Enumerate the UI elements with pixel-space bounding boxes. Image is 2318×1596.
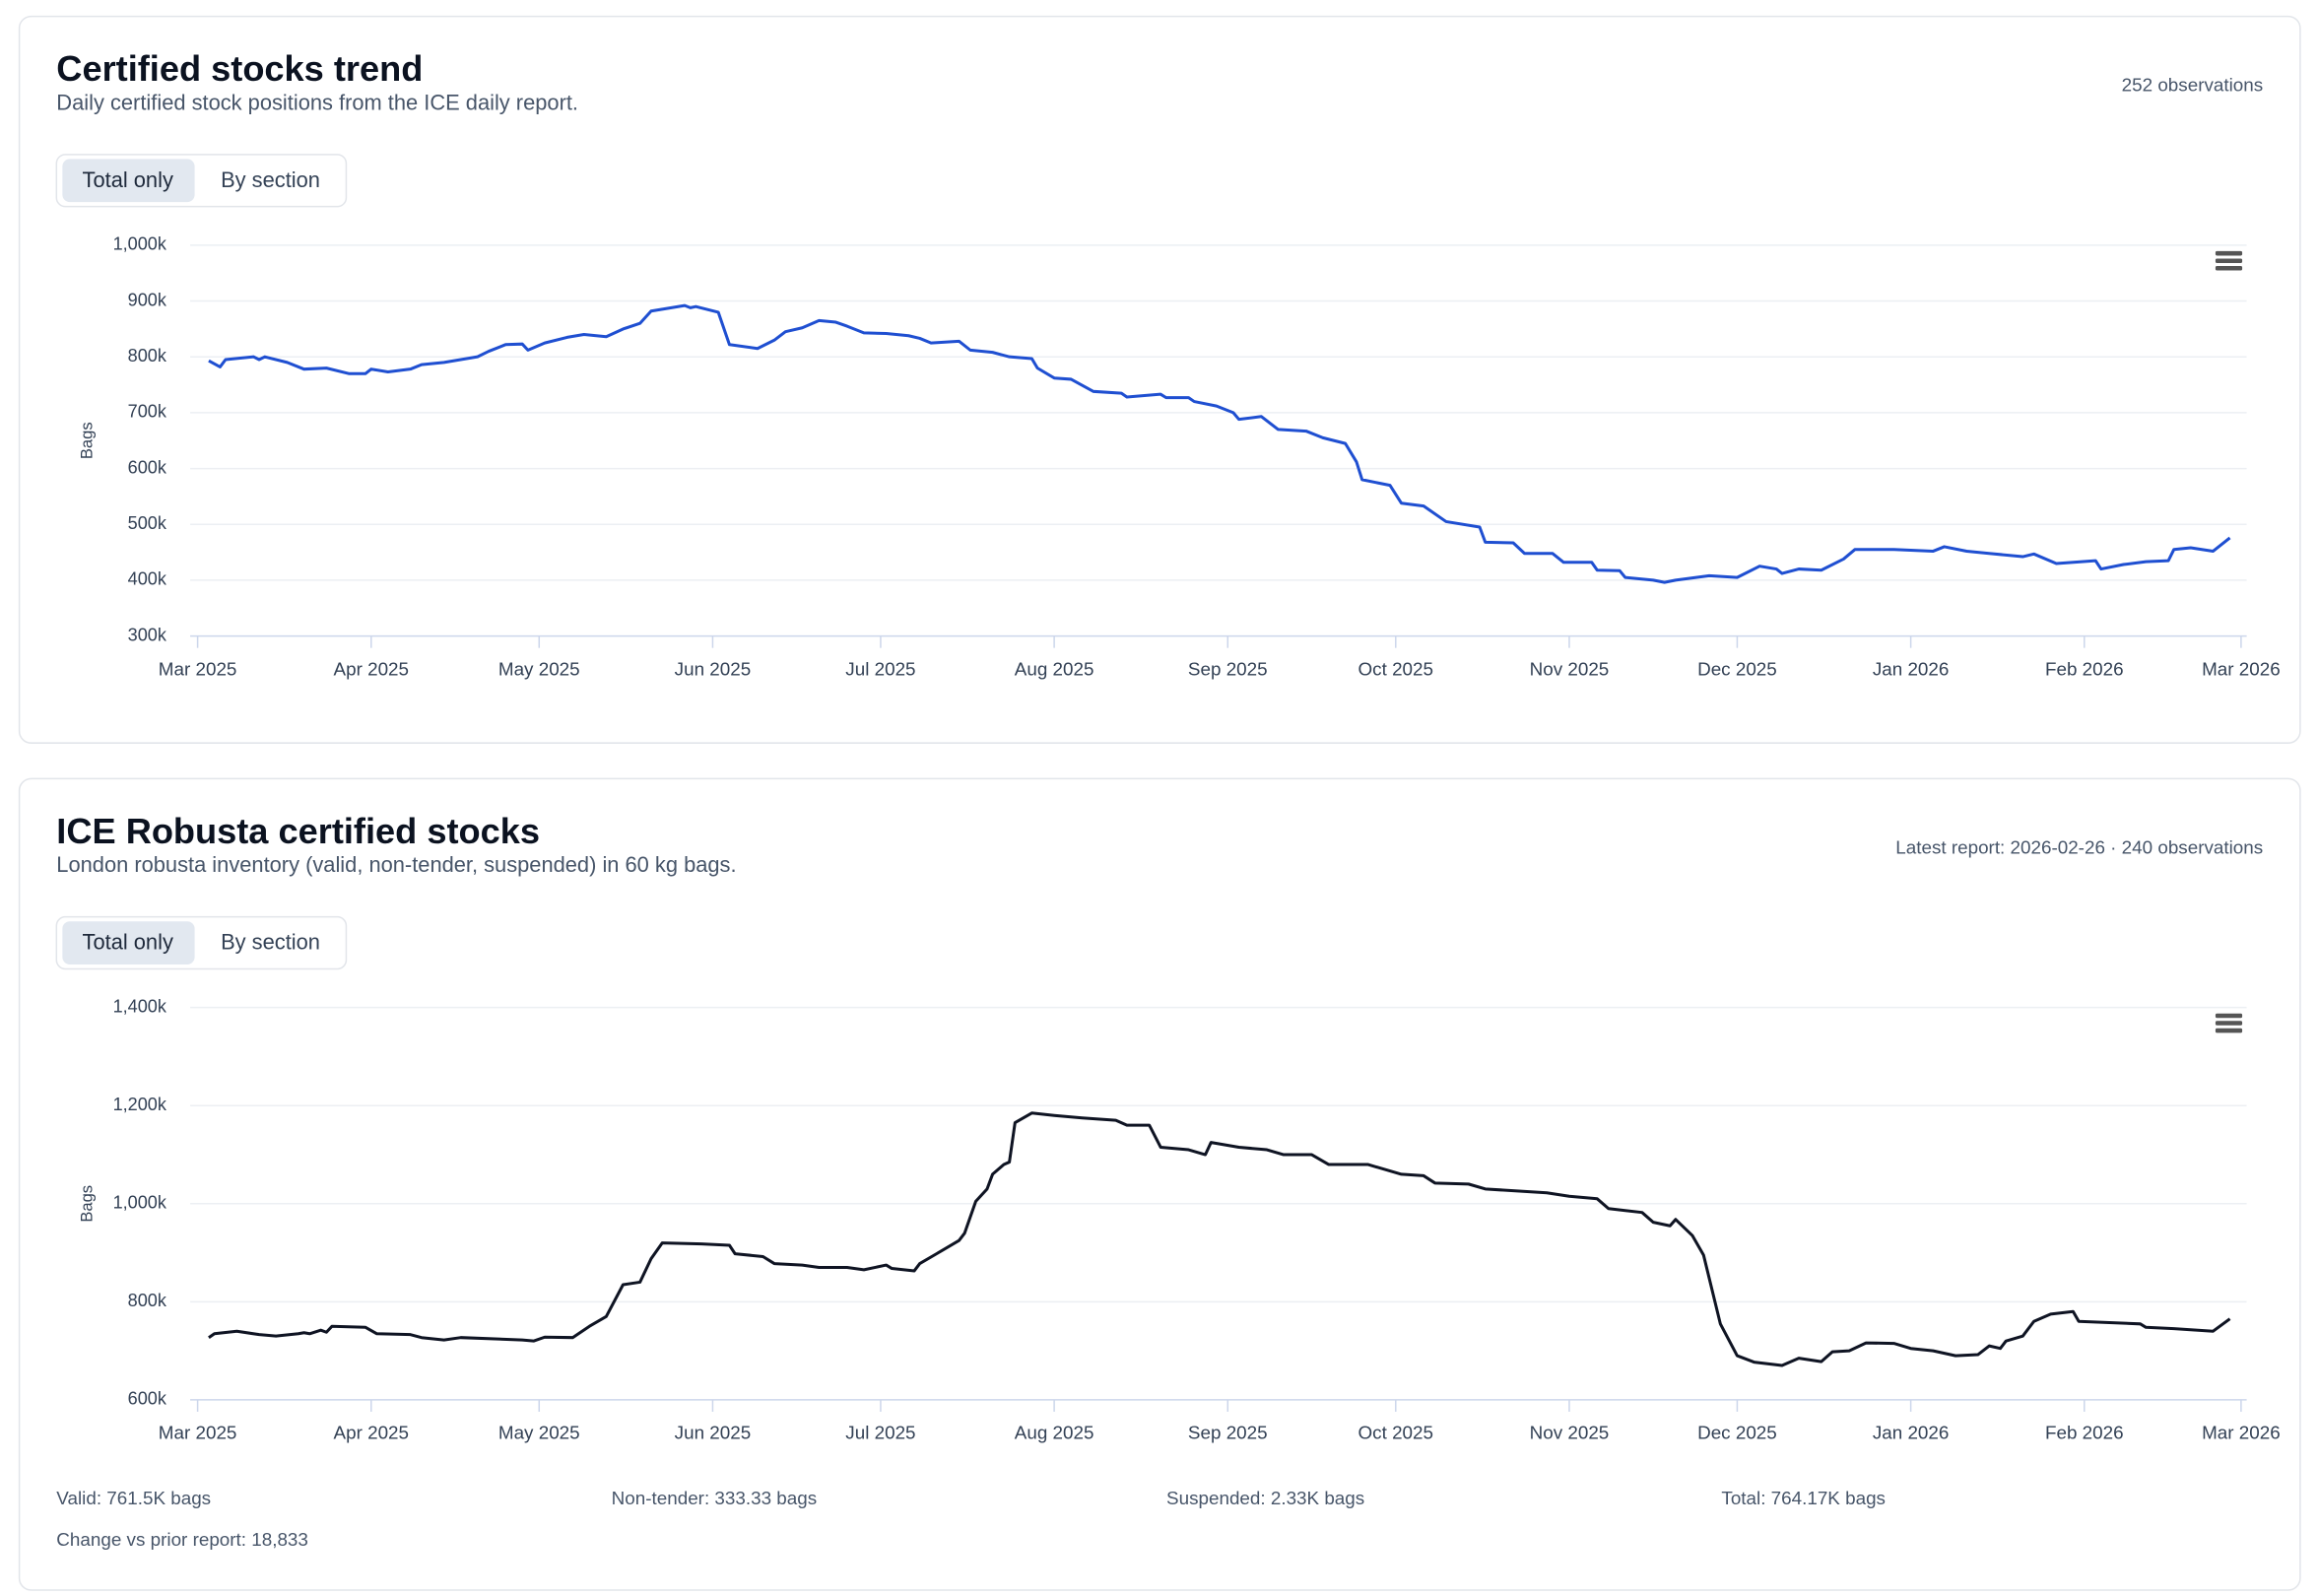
- toggle-button[interactable]: By section: [221, 167, 320, 192]
- menu-icon-bar[interactable]: [2215, 250, 2243, 256]
- x-tick-label: Mar 2026: [2202, 1423, 2281, 1443]
- toggle-button[interactable]: By section: [221, 930, 320, 955]
- card-title: ICE Robusta certified stocks: [56, 811, 540, 851]
- stat: Change vs prior report: 18,833: [56, 1529, 308, 1550]
- x-tick-label: Jun 2025: [675, 658, 752, 679]
- x-tick-label: Dec 2025: [1697, 658, 1777, 679]
- y-axis-label: Bags: [77, 422, 96, 459]
- y-tick-label: 600k: [128, 457, 167, 477]
- menu-icon-bar[interactable]: [2215, 266, 2243, 271]
- x-tick-label: Nov 2025: [1530, 1423, 1610, 1443]
- x-tick-label: May 2025: [498, 1423, 580, 1443]
- y-tick-label: 500k: [128, 513, 167, 533]
- x-tick-label: Sep 2025: [1188, 658, 1268, 679]
- y-tick-label: 300k: [128, 625, 167, 644]
- series-line: [208, 303, 2231, 584]
- x-tick-label: Mar 2025: [159, 658, 237, 679]
- menu-icon-bar[interactable]: [2215, 1013, 2243, 1019]
- x-tick-label: Jan 2026: [1873, 658, 1950, 679]
- toggle-active: [62, 921, 195, 964]
- card-title: Certified stocks trend: [56, 48, 423, 89]
- y-tick-label: 700k: [128, 402, 167, 422]
- card-subtitle: London robusta inventory (valid, non-ten…: [56, 852, 736, 877]
- x-tick-label: Nov 2025: [1530, 658, 1610, 679]
- y-tick-label: 800k: [128, 1291, 167, 1310]
- x-tick-label: Dec 2025: [1697, 1423, 1777, 1443]
- x-tick-label: Jun 2025: [675, 1423, 752, 1443]
- x-tick-label: Oct 2025: [1358, 658, 1433, 679]
- y-tick-label: 900k: [128, 290, 167, 309]
- x-tick-label: Mar 2025: [159, 1423, 237, 1443]
- x-tick-label: Jan 2026: [1873, 1423, 1950, 1443]
- x-tick-label: Mar 2026: [2202, 658, 2281, 679]
- card-meta: Latest report: 2026-02-26 · 240 observat…: [1895, 836, 2263, 857]
- card: [18, 15, 2301, 744]
- card-subtitle: Daily certified stock positions from the…: [56, 90, 578, 114]
- y-tick-label: 1,400k: [113, 996, 167, 1016]
- toggle-button[interactable]: Total only: [83, 167, 173, 192]
- toggle-active: [62, 159, 195, 203]
- x-tick-label: Feb 2026: [2045, 658, 2124, 679]
- stat: Non-tender: 333.33 bags: [612, 1488, 817, 1508]
- menu-icon-bar[interactable]: [2215, 1028, 2243, 1033]
- x-tick-label: Apr 2025: [334, 1423, 409, 1443]
- x-tick-label: Sep 2025: [1188, 1423, 1268, 1443]
- x-tick-label: Jul 2025: [845, 658, 915, 679]
- x-tick-label: Apr 2025: [334, 658, 409, 679]
- y-tick-label: 1,200k: [113, 1095, 167, 1114]
- y-tick-label: 600k: [128, 1389, 167, 1409]
- y-tick-label: 1,000k: [113, 234, 167, 254]
- menu-icon-bar[interactable]: [2215, 1021, 2243, 1026]
- x-tick-label: May 2025: [498, 658, 580, 679]
- toggle-button[interactable]: Total only: [83, 930, 173, 955]
- stat: Suspended: 2.33K bags: [1166, 1488, 1364, 1508]
- x-tick-label: Aug 2025: [1015, 1423, 1094, 1443]
- x-tick-label: Oct 2025: [1358, 1423, 1433, 1443]
- stat: Valid: 761.5K bags: [56, 1488, 211, 1508]
- stat: Total: 764.17K bags: [1721, 1488, 1886, 1508]
- y-tick-label: 1,000k: [113, 1193, 167, 1213]
- x-tick-label: Aug 2025: [1015, 658, 1094, 679]
- y-tick-label: 400k: [128, 569, 167, 589]
- y-tick-label: 800k: [128, 346, 167, 366]
- menu-icon-bar[interactable]: [2215, 258, 2243, 263]
- x-tick-label: Jul 2025: [845, 1423, 915, 1443]
- series-line: [208, 1111, 2231, 1367]
- card: [18, 777, 2301, 1591]
- card-meta: 252 observations: [2122, 74, 2264, 95]
- x-tick-label: Feb 2026: [2045, 1423, 2124, 1443]
- y-axis-label: Bags: [77, 1185, 96, 1223]
